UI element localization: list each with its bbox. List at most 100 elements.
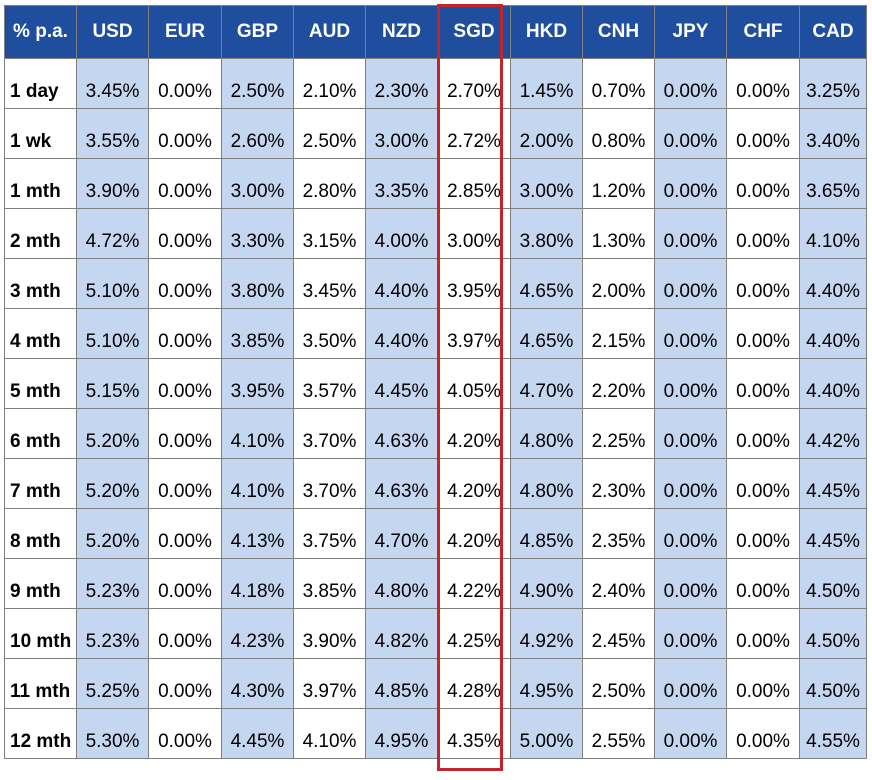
tenor-label: 6 mth	[4, 408, 77, 459]
rate-cell-eur: 0.00%	[148, 558, 222, 609]
rate-cell-usd: 3.45%	[76, 58, 149, 109]
rate-cell-nzd: 3.35%	[365, 158, 438, 209]
rate-cell-aud: 3.70%	[293, 408, 366, 459]
rate-cell-sgd: 4.05%	[437, 358, 511, 409]
currency-header-hkd: HKD	[510, 5, 583, 59]
rate-cell-aud: 2.80%	[293, 158, 366, 209]
table-row: 6 mth 5.20% 0.00% 4.10% 3.70% 4.63% 4.20% 4.80%…	[4, 408, 867, 459]
rate-cell-hkd: 4.65%	[510, 308, 583, 359]
rate-cell-chf: 0.00%	[726, 208, 800, 259]
rate-cell-jpy: 0.00%	[654, 208, 727, 259]
table-row: 2 mth 4.72% 0.00% 3.30% 3.15% 4.00% 3.00% 3.80%…	[4, 208, 867, 259]
rate-cell-jpy: 0.00%	[654, 458, 727, 509]
rate-cell-cad: 4.45%	[799, 508, 867, 559]
rate-cell-cad: 4.40%	[799, 358, 867, 409]
rate-cell-eur: 0.00%	[148, 408, 222, 459]
rate-cell-sgd: 4.22%	[437, 558, 511, 609]
rate-cell-eur: 0.00%	[148, 158, 222, 209]
rate-cell-nzd: 4.85%	[365, 658, 438, 709]
rate-cell-sgd: 2.70%	[437, 58, 511, 109]
rate-cell-cnh: 1.30%	[582, 208, 655, 259]
rate-cell-gbp: 4.18%	[221, 558, 294, 609]
table-row: 1 mth 3.90% 0.00% 3.00% 2.80% 3.35% 2.85% 3.00%…	[4, 158, 867, 209]
rate-cell-nzd: 4.63%	[365, 408, 438, 459]
rate-cell-cad: 4.42%	[799, 408, 867, 459]
interest-rates-table: % p.a. USD EUR GBP AUD NZD SGD HKD CNH JPY CHF CAD…	[4, 5, 867, 759]
rate-cell-hkd: 4.85%	[510, 508, 583, 559]
rate-cell-aud: 4.10%	[293, 708, 366, 759]
rate-cell-jpy: 0.00%	[654, 608, 727, 659]
rate-cell-sgd: 3.95%	[437, 258, 511, 309]
rate-cell-sgd: 3.97%	[437, 308, 511, 359]
rate-cell-cnh: 2.45%	[582, 608, 655, 659]
currency-header-cad: CAD	[799, 5, 867, 59]
rate-cell-usd: 5.20%	[76, 508, 149, 559]
rate-cell-cad: 4.55%	[799, 708, 867, 759]
rate-cell-gbp: 4.10%	[221, 458, 294, 509]
rate-cell-eur: 0.00%	[148, 308, 222, 359]
rate-cell-cad: 4.40%	[799, 308, 867, 359]
rate-cell-hkd: 4.95%	[510, 658, 583, 709]
rate-cell-aud: 3.75%	[293, 508, 366, 559]
rate-cell-cad: 3.40%	[799, 108, 867, 159]
rate-cell-chf: 0.00%	[726, 158, 800, 209]
rate-cell-hkd: 4.80%	[510, 458, 583, 509]
rate-cell-aud: 3.57%	[293, 358, 366, 409]
rate-cell-gbp: 4.30%	[221, 658, 294, 709]
rate-cell-cad: 4.10%	[799, 208, 867, 259]
rate-cell-aud: 2.10%	[293, 58, 366, 109]
rate-cell-aud: 3.15%	[293, 208, 366, 259]
rate-cell-cad: 4.50%	[799, 558, 867, 609]
rate-cell-sgd: 4.20%	[437, 458, 511, 509]
rate-cell-eur: 0.00%	[148, 58, 222, 109]
rate-cell-gbp: 4.10%	[221, 408, 294, 459]
rate-cell-sgd: 2.72%	[437, 108, 511, 159]
tenor-label: 5 mth	[4, 358, 77, 409]
rate-cell-eur: 0.00%	[148, 658, 222, 709]
rate-cell-cnh: 0.80%	[582, 108, 655, 159]
rate-cell-sgd: 3.00%	[437, 208, 511, 259]
rate-cell-jpy: 0.00%	[654, 408, 727, 459]
rate-cell-cad: 4.50%	[799, 608, 867, 659]
rate-cell-cnh: 0.70%	[582, 58, 655, 109]
rate-cell-hkd: 4.70%	[510, 358, 583, 409]
table-row: 7 mth 5.20% 0.00% 4.10% 3.70% 4.63% 4.20% 4.80%…	[4, 458, 867, 509]
rate-cell-jpy: 0.00%	[654, 358, 727, 409]
rate-cell-cad: 3.65%	[799, 158, 867, 209]
table-row: 1 wk 3.55% 0.00% 2.60% 2.50% 3.00% 2.72% 2.00% 0…	[4, 108, 867, 159]
table-row: 8 mth 5.20% 0.00% 4.13% 3.75% 4.70% 4.20% 4.85%…	[4, 508, 867, 559]
currency-header-nzd: NZD	[365, 5, 438, 59]
tenor-label: 8 mth	[4, 508, 77, 559]
rate-cell-cnh: 2.35%	[582, 508, 655, 559]
rate-cell-jpy: 0.00%	[654, 108, 727, 159]
rate-cell-sgd: 4.35%	[437, 708, 511, 759]
rate-cell-nzd: 4.70%	[365, 508, 438, 559]
rate-cell-jpy: 0.00%	[654, 58, 727, 109]
rate-cell-jpy: 0.00%	[654, 508, 727, 559]
currency-header-gbp: GBP	[221, 5, 294, 59]
rate-cell-cnh: 2.00%	[582, 258, 655, 309]
rate-cell-gbp: 3.95%	[221, 358, 294, 409]
rate-cell-usd: 5.20%	[76, 458, 149, 509]
table-header: % p.a. USD EUR GBP AUD NZD SGD HKD CNH JPY CHF CAD	[4, 5, 867, 59]
rate-cell-usd: 5.25%	[76, 658, 149, 709]
rate-cell-eur: 0.00%	[148, 358, 222, 409]
currency-header-chf: CHF	[726, 5, 800, 59]
table-row: 5 mth 5.15% 0.00% 3.95% 3.57% 4.45% 4.05% 4.70%…	[4, 358, 867, 409]
currency-header-jpy: JPY	[654, 5, 727, 59]
rate-cell-hkd: 3.00%	[510, 158, 583, 209]
tenor-label: 4 mth	[4, 308, 77, 359]
rate-cell-jpy: 0.00%	[654, 558, 727, 609]
rate-cell-jpy: 0.00%	[654, 658, 727, 709]
table-row: 4 mth 5.10% 0.00% 3.85% 3.50% 4.40% 3.97% 4.65%…	[4, 308, 867, 359]
rate-cell-nzd: 4.80%	[365, 558, 438, 609]
rate-cell-cnh: 2.40%	[582, 558, 655, 609]
rate-cell-nzd: 3.00%	[365, 108, 438, 159]
rate-cell-chf: 0.00%	[726, 608, 800, 659]
rate-cell-aud: 3.90%	[293, 608, 366, 659]
rate-cell-usd: 5.10%	[76, 258, 149, 309]
rate-cell-chf: 0.00%	[726, 458, 800, 509]
rate-cell-hkd: 4.90%	[510, 558, 583, 609]
rate-cell-gbp: 2.50%	[221, 58, 294, 109]
rate-cell-jpy: 0.00%	[654, 158, 727, 209]
